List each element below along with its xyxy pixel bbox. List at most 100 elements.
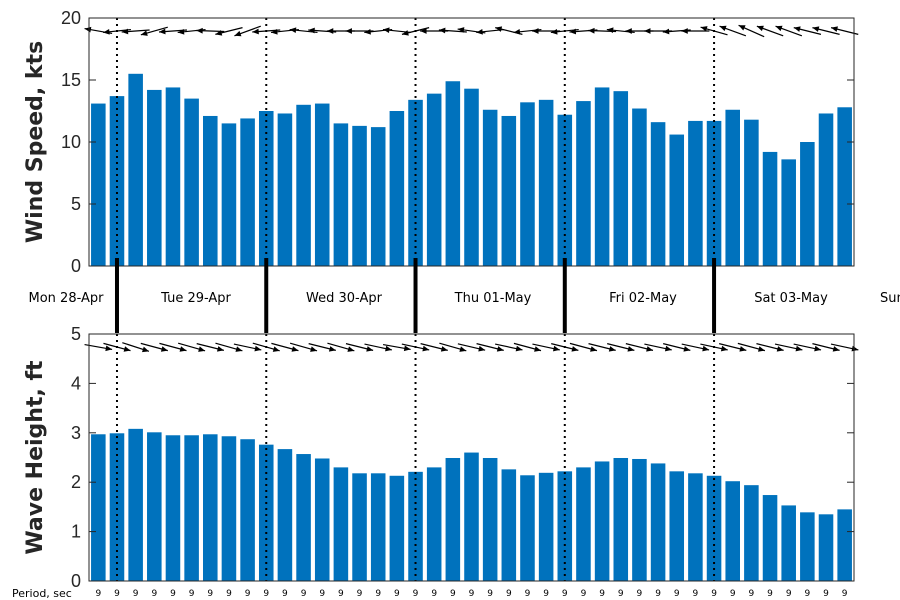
arrow-head	[756, 25, 764, 32]
arrow-head	[793, 26, 801, 32]
wind-bar	[221, 123, 237, 267]
arrow-head	[121, 28, 129, 35]
wind-bar	[594, 87, 610, 266]
arrow-head	[646, 346, 654, 352]
period-strip: Period, sec 9 9 9 9 9 9 9 9 9 9 9 9 9 9 9 9 9 9 9 9 9 9 9 9 9 9 9 9…	[12, 587, 848, 600]
wave-bar	[538, 472, 554, 581]
wave-height-panel: 0 1 2 3 4 5 Wave Height, ft	[23, 324, 859, 591]
wind-bar	[650, 122, 666, 266]
arrow-head	[84, 26, 92, 33]
arrow-head	[832, 346, 840, 352]
wave-bar	[781, 505, 796, 581]
wind-bar	[370, 127, 386, 267]
period-value: 9	[823, 589, 829, 599]
wind-direction-arrow	[756, 25, 784, 37]
wind-bar	[165, 87, 181, 266]
wave-bar	[333, 467, 349, 581]
wave-direction-arrow	[476, 343, 504, 352]
arrow-head	[720, 345, 728, 352]
y-axis-title: Wind Speed, kts	[23, 41, 48, 243]
arrow-head	[702, 345, 710, 352]
period-value: 9	[375, 589, 381, 599]
wave-bar	[725, 481, 740, 581]
wave-direction-arrow	[159, 342, 187, 352]
arrow-head	[532, 28, 539, 34]
wind-direction-arrow	[719, 25, 747, 37]
y-tick-label: 20	[61, 8, 81, 28]
arrow-head	[328, 346, 336, 352]
wave-direction-arrow	[364, 343, 393, 352]
period-value: 9	[189, 589, 195, 599]
wave-bar	[501, 469, 517, 581]
wave-bar	[800, 512, 815, 581]
wind-bar	[408, 99, 423, 266]
wind-bar	[240, 118, 255, 266]
arrow-head	[588, 27, 595, 34]
wave-bar	[352, 473, 367, 581]
arrow-head	[513, 28, 521, 35]
period-value: 9	[581, 589, 587, 599]
y-tick-label: 4	[71, 373, 81, 393]
arrow-head	[515, 345, 523, 352]
wave-bar	[165, 435, 181, 581]
wind-bar	[818, 113, 834, 266]
day-label: Fri 02-May	[609, 291, 677, 306]
wave-direction-arrow	[252, 342, 280, 352]
wind-bar	[333, 123, 349, 267]
y-tick-label: 5	[71, 194, 81, 214]
period-value: 9	[711, 589, 717, 599]
y-tick-label: 2	[71, 472, 81, 492]
wave-bar	[744, 485, 759, 581]
wave-bar	[147, 432, 162, 581]
period-value: 9	[357, 589, 363, 599]
wave-bar	[128, 428, 143, 581]
arrow-head	[289, 27, 297, 34]
period-value: 9	[114, 589, 120, 599]
wind-direction-arrow	[793, 26, 822, 35]
period-value: 9	[786, 589, 792, 599]
wave-bar	[632, 458, 647, 581]
wind-bar	[781, 159, 796, 266]
arrow-head	[401, 30, 409, 36]
period-value: 9	[767, 589, 773, 599]
wind-bar	[800, 142, 815, 266]
wind-bar	[538, 99, 554, 266]
wind-bar	[557, 114, 573, 266]
y-tick-label: 15	[61, 70, 81, 90]
arrow-head	[569, 28, 577, 35]
arrow-head	[308, 27, 315, 34]
arrow-head	[664, 345, 672, 352]
wave-direction-arrow	[177, 342, 206, 352]
wind-bar	[426, 93, 442, 266]
arrow-head	[385, 345, 392, 352]
period-title: Period, sec	[12, 587, 72, 600]
wave-bar	[837, 509, 852, 581]
arrow-head	[179, 346, 187, 352]
wave-direction-arrow	[196, 343, 225, 352]
arrow-head	[795, 345, 803, 352]
period-value: 9	[263, 589, 269, 599]
period-value: 9	[394, 589, 400, 599]
wave-bar	[650, 463, 666, 581]
wave-direction-arrow	[439, 342, 467, 352]
period-value: 9	[655, 589, 661, 599]
wind-direction-arrow	[775, 25, 803, 37]
wave-bar	[221, 436, 237, 581]
period-value: 9	[506, 589, 512, 599]
wind-bar	[725, 109, 740, 266]
arrow-head	[776, 346, 784, 352]
wave-direction-arrow	[420, 343, 448, 352]
y-axis-title: Wave Height, ft	[23, 360, 48, 555]
wave-bar	[277, 449, 293, 581]
arrow-head	[326, 28, 334, 34]
wave-bar	[594, 461, 610, 581]
wave-direction-arrow	[700, 343, 728, 352]
wave-direction-arrow	[271, 342, 299, 352]
wave-direction-arrow	[663, 343, 691, 352]
wave-bar	[445, 457, 461, 581]
wave-direction-arrow	[774, 343, 803, 352]
arrow-head	[235, 346, 243, 352]
period-value: 9	[637, 589, 643, 599]
period-value: 9	[525, 589, 531, 599]
